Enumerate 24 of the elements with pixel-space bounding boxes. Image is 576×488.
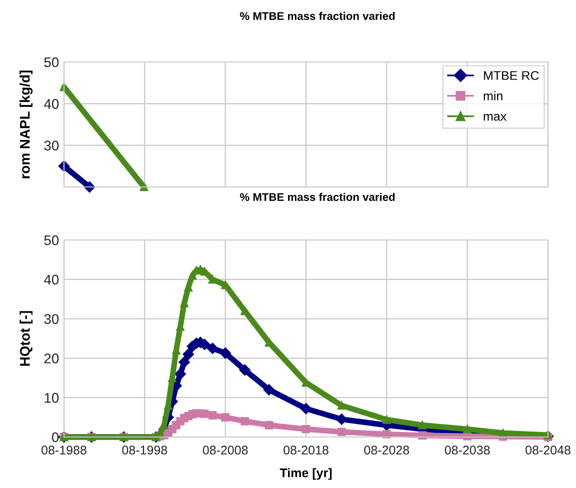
x-tick-label: 08-1988 [42, 446, 86, 455]
x-tick-label: 08-2008 [202, 446, 248, 455]
y-axis-title: rom NAPL [kg/d] [20, 70, 33, 178]
y-tick-label: 20 [44, 354, 59, 364]
legend-label: min [484, 91, 502, 100]
x-tick-label: 08-1998 [122, 446, 168, 455]
y-tick-label: 30 [44, 140, 59, 151]
x-tick-label: 08-2018 [284, 446, 328, 455]
y-tick-label: 40 [44, 99, 59, 109]
y-axis-title: HQtot [-] [20, 311, 33, 366]
x-tick-label: 08-2048 [526, 446, 570, 455]
y-tick-label: 30 [44, 314, 59, 324]
chart-title: % MTBE mass fraction varied [240, 12, 395, 20]
x-tick-label: 08-2038 [444, 446, 490, 455]
chart-title: % MTBE mass fraction varied [240, 192, 395, 201]
y-tick-label: 50 [44, 235, 59, 246]
y-tick-label: 0 [52, 432, 59, 442]
y-tick-label: 40 [44, 274, 59, 285]
y-tick-label: 10 [44, 392, 59, 403]
x-axis-title: Time [yr] [280, 468, 332, 480]
x-tick-label: 08-2028 [364, 446, 410, 455]
legend-label: max [484, 114, 506, 121]
y-tick-label: 50 [44, 57, 59, 68]
legend-label: MTBE RC [484, 71, 539, 80]
